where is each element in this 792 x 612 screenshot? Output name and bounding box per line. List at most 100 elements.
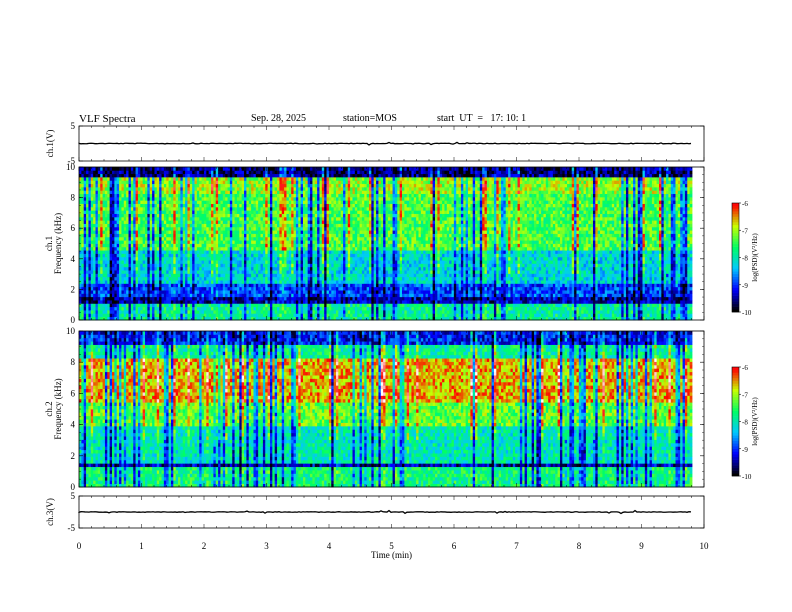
- spectrogram-cell: [81, 180, 84, 184]
- spectrogram-cell: [176, 194, 179, 198]
- spectrogram-cell: [327, 307, 330, 311]
- spectrogram-cell: [199, 300, 202, 304]
- spectrogram-cell: [291, 267, 294, 271]
- spectrogram-cell: [319, 170, 322, 174]
- spectrogram-cell: [86, 250, 89, 254]
- spectrogram-cell: [183, 283, 186, 287]
- spectrogram-cell: [242, 244, 245, 248]
- spectrogram-cell: [204, 277, 207, 281]
- spectrogram-cell: [84, 310, 87, 314]
- spectrogram-cell: [239, 270, 242, 274]
- spectrogram-cell: [298, 290, 301, 294]
- spectrogram-cell: [223, 190, 226, 194]
- spectrogram-cell: [294, 214, 297, 218]
- spectrogram-cell: [143, 297, 146, 301]
- spectrogram-cell: [145, 300, 148, 304]
- spectrogram-cell: [296, 263, 299, 267]
- spectrogram-cell: [223, 297, 226, 301]
- spectrogram-cell: [228, 190, 231, 194]
- spectrogram-cell: [154, 200, 157, 204]
- spectrogram-cell: [100, 290, 103, 294]
- spectrogram-cell: [251, 217, 254, 221]
- spectrogram-cell: [176, 310, 179, 314]
- spectrogram-cell: [213, 184, 216, 188]
- spectrogram-cell: [133, 277, 136, 281]
- spectrogram-cell: [213, 287, 216, 291]
- spectrogram-cell: [176, 273, 179, 277]
- spectrogram-cell: [117, 207, 120, 211]
- spectrogram-cell: [192, 310, 195, 314]
- spectrogram-cell: [145, 277, 148, 281]
- spectrogram-cell: [272, 237, 275, 241]
- spectrogram-cell: [209, 283, 212, 287]
- spectrogram-cell: [91, 194, 94, 198]
- spectrogram-cell: [294, 280, 297, 284]
- spectrogram-cell: [140, 250, 143, 254]
- spectrogram-cell: [176, 174, 179, 178]
- spectrogram-cell: [164, 280, 167, 284]
- spectrogram-cell: [294, 253, 297, 257]
- spectrogram-cell: [192, 250, 195, 254]
- spectrogram-cell: [166, 170, 169, 174]
- spectrogram-cell: [183, 297, 186, 301]
- spectrogram-cell: [162, 180, 165, 184]
- spectrogram-cell: [107, 250, 110, 254]
- spectrogram-cell: [199, 207, 202, 211]
- spectrogram-cell: [296, 293, 299, 297]
- spectrogram-cell: [88, 227, 91, 231]
- spectrogram-cell: [154, 244, 157, 248]
- spectrogram-cell: [81, 194, 84, 198]
- spectrogram-cell: [265, 277, 268, 281]
- spectrogram-cell: [279, 297, 282, 301]
- spectrogram-cell: [282, 307, 285, 311]
- spectrogram-cell: [126, 174, 129, 178]
- spectrogram-cell: [126, 224, 129, 228]
- spectrogram-cell: [270, 220, 273, 224]
- spectrogram-cell: [166, 204, 169, 208]
- spectrogram-cell: [159, 283, 162, 287]
- spectrogram-cell: [289, 267, 292, 271]
- spectrogram-cell: [140, 227, 143, 231]
- spectrogram-cell: [171, 230, 174, 234]
- spectrogram-cell: [147, 234, 150, 238]
- spectrogram-cell: [162, 307, 165, 311]
- spectrogram-cell: [157, 234, 160, 238]
- spectrogram-cell: [206, 273, 209, 277]
- spectrogram-cell: [183, 267, 186, 271]
- spectrogram-cell: [126, 247, 129, 251]
- spectrogram-cell: [282, 180, 285, 184]
- spectrogram-cell: [319, 267, 322, 271]
- spectrogram-cell: [284, 230, 287, 234]
- spectrogram-cell: [242, 270, 245, 274]
- spectrogram-cell: [239, 267, 242, 271]
- spectrogram-cell: [185, 240, 188, 244]
- spectrogram-cell: [91, 250, 94, 254]
- spectrogram-cell: [206, 234, 209, 238]
- spectrogram-cell: [242, 277, 245, 281]
- spectrogram-cell: [164, 234, 167, 238]
- spectrogram-cell: [84, 240, 87, 244]
- spectrogram-cell: [246, 170, 249, 174]
- spectrogram-cell: [246, 184, 249, 188]
- spectrogram-cell: [140, 184, 143, 188]
- spectrogram-cell: [303, 210, 306, 214]
- spectrogram-cell: [301, 180, 304, 184]
- spectrogram-cell: [235, 283, 238, 287]
- spectrogram-cell: [169, 180, 172, 184]
- spectrogram-cell: [294, 230, 297, 234]
- spectrogram-cell: [261, 230, 264, 234]
- spectrogram-cell: [286, 307, 289, 311]
- spectrogram-cell: [192, 200, 195, 204]
- spectrogram-cell: [185, 253, 188, 257]
- spectrogram-cell: [230, 187, 233, 191]
- spectrogram-cell: [150, 303, 153, 307]
- spectrogram-cell: [258, 267, 261, 271]
- spectrogram-cell: [129, 290, 132, 294]
- spectrogram-cell: [103, 237, 106, 241]
- spectrogram-cell: [105, 200, 108, 204]
- spectrogram-cell: [239, 234, 242, 238]
- spectrogram-cell: [265, 197, 268, 201]
- spectrogram-cell: [185, 174, 188, 178]
- spectrogram-cell: [173, 290, 176, 294]
- spectrogram-cell: [324, 224, 327, 228]
